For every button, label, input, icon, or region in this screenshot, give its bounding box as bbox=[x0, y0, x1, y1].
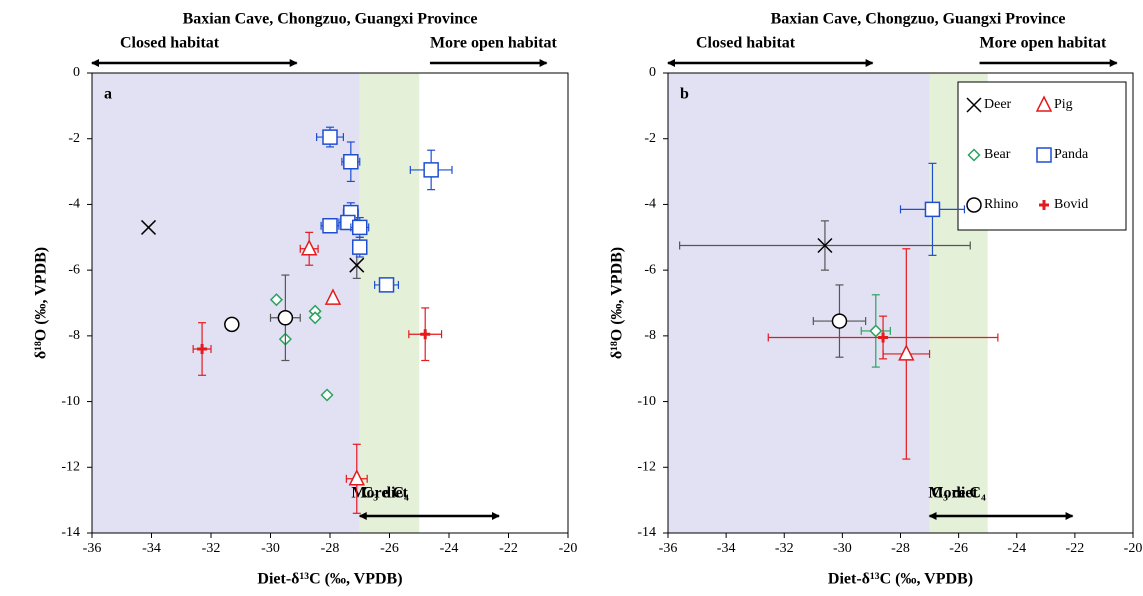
annotation: Closed habitat bbox=[120, 35, 220, 52]
x-tick-label: -28 bbox=[891, 541, 910, 556]
legend-marker bbox=[967, 148, 981, 162]
data-point bbox=[269, 293, 284, 307]
legend-label: Deer bbox=[984, 97, 1012, 112]
shaded-region bbox=[92, 73, 360, 533]
y-tick-label: -4 bbox=[68, 197, 80, 212]
data-point bbox=[420, 329, 431, 340]
y-tick-label: -6 bbox=[644, 262, 656, 277]
data-point bbox=[300, 239, 318, 256]
annotation: Closed habitat bbox=[696, 35, 796, 52]
x-tick-label: -30 bbox=[261, 541, 280, 556]
annotation: More open habitat bbox=[430, 35, 557, 52]
data-point bbox=[378, 277, 395, 293]
y-axis-label: δ¹⁸O (‰, VPDB) bbox=[33, 247, 50, 359]
data-point bbox=[869, 324, 883, 338]
y-tick-label: 0 bbox=[73, 65, 80, 80]
x-axis-label: Diet-δ¹³C (‰, VPDB) bbox=[257, 571, 402, 588]
data-point bbox=[349, 257, 365, 273]
data-point bbox=[924, 201, 941, 218]
legend-marker bbox=[1039, 200, 1049, 210]
y-tick-label: -10 bbox=[61, 394, 80, 409]
x-tick-label: -22 bbox=[1066, 541, 1085, 556]
panel-label: a bbox=[104, 86, 112, 103]
x-tick-label: -32 bbox=[775, 541, 794, 556]
y-tick-label: -12 bbox=[61, 460, 80, 475]
x-tick-label: -34 bbox=[142, 541, 161, 556]
x-tick-label: -36 bbox=[83, 541, 102, 556]
chart-title: Baxian Cave, Chongzuo, Guangxi Province bbox=[183, 11, 478, 28]
data-point bbox=[308, 311, 322, 325]
data-point bbox=[878, 332, 889, 343]
data-point bbox=[224, 316, 240, 333]
y-tick-label: -4 bbox=[644, 197, 656, 212]
panel-label: b bbox=[680, 86, 689, 103]
data-point bbox=[197, 344, 208, 354]
shaded-region bbox=[359, 73, 420, 533]
data-point bbox=[324, 288, 342, 305]
y-tick-label: -10 bbox=[637, 394, 656, 409]
x-tick-label: -20 bbox=[1124, 541, 1143, 556]
x-tick-label: -22 bbox=[499, 541, 518, 556]
legend-marker bbox=[966, 97, 982, 113]
data-point bbox=[343, 153, 359, 170]
data-point bbox=[423, 162, 439, 178]
data-point bbox=[831, 313, 848, 329]
legend-marker bbox=[1036, 147, 1052, 163]
x-tick-label: -26 bbox=[380, 541, 399, 556]
x-axis-label: Diet-δ¹³C (‰, VPDB) bbox=[828, 571, 973, 588]
y-tick-label: -2 bbox=[644, 131, 656, 146]
x-tick-label: -26 bbox=[949, 541, 968, 556]
y-tick-label: -14 bbox=[61, 525, 80, 540]
y-tick-label: -6 bbox=[68, 262, 80, 277]
annotation: More C₄ bbox=[928, 485, 986, 502]
legend-label: Bovid bbox=[1054, 197, 1088, 212]
legend-label: Pig bbox=[1054, 97, 1073, 112]
data-point bbox=[352, 239, 368, 255]
data-point bbox=[817, 237, 833, 254]
x-tick-label: -28 bbox=[321, 541, 340, 556]
y-tick-label: -8 bbox=[644, 328, 656, 343]
annotation: More open habitat bbox=[980, 35, 1107, 52]
data-point bbox=[277, 310, 294, 326]
shaded-region bbox=[668, 73, 930, 533]
legend-marker bbox=[1035, 95, 1053, 112]
annotation: C₃ diet bbox=[362, 485, 409, 502]
x-tick-label: -32 bbox=[202, 541, 221, 556]
y-tick-label: -14 bbox=[637, 525, 656, 540]
annotation: C₃ diet bbox=[932, 485, 979, 502]
y-tick-label: -8 bbox=[68, 328, 80, 343]
x-tick-label: -30 bbox=[833, 541, 852, 556]
data-point bbox=[348, 469, 365, 486]
y-tick-label: -12 bbox=[637, 460, 656, 475]
legend-label: Panda bbox=[1054, 147, 1089, 162]
chart-title: Baxian Cave, Chongzuo, Guangxi Province bbox=[771, 11, 1066, 28]
data-point bbox=[322, 218, 338, 234]
data-point bbox=[322, 129, 338, 145]
legend-marker bbox=[966, 197, 982, 213]
x-tick-label: -24 bbox=[1007, 541, 1026, 556]
data-point bbox=[140, 219, 157, 235]
y-tick-label: -2 bbox=[68, 131, 80, 146]
data-point bbox=[898, 344, 915, 361]
x-tick-label: -34 bbox=[717, 541, 736, 556]
annotation: More C₄ bbox=[351, 485, 409, 502]
x-tick-label: -24 bbox=[440, 541, 459, 556]
legend-label: Bear bbox=[984, 147, 1011, 162]
x-tick-label: -20 bbox=[559, 541, 578, 556]
x-tick-label: -36 bbox=[659, 541, 678, 556]
y-tick-label: 0 bbox=[649, 65, 656, 80]
y-axis-label: δ¹⁸O (‰, VPDB) bbox=[609, 247, 626, 359]
data-point bbox=[320, 388, 334, 402]
data-point bbox=[352, 219, 368, 236]
legend-label: Rhino bbox=[984, 197, 1018, 212]
